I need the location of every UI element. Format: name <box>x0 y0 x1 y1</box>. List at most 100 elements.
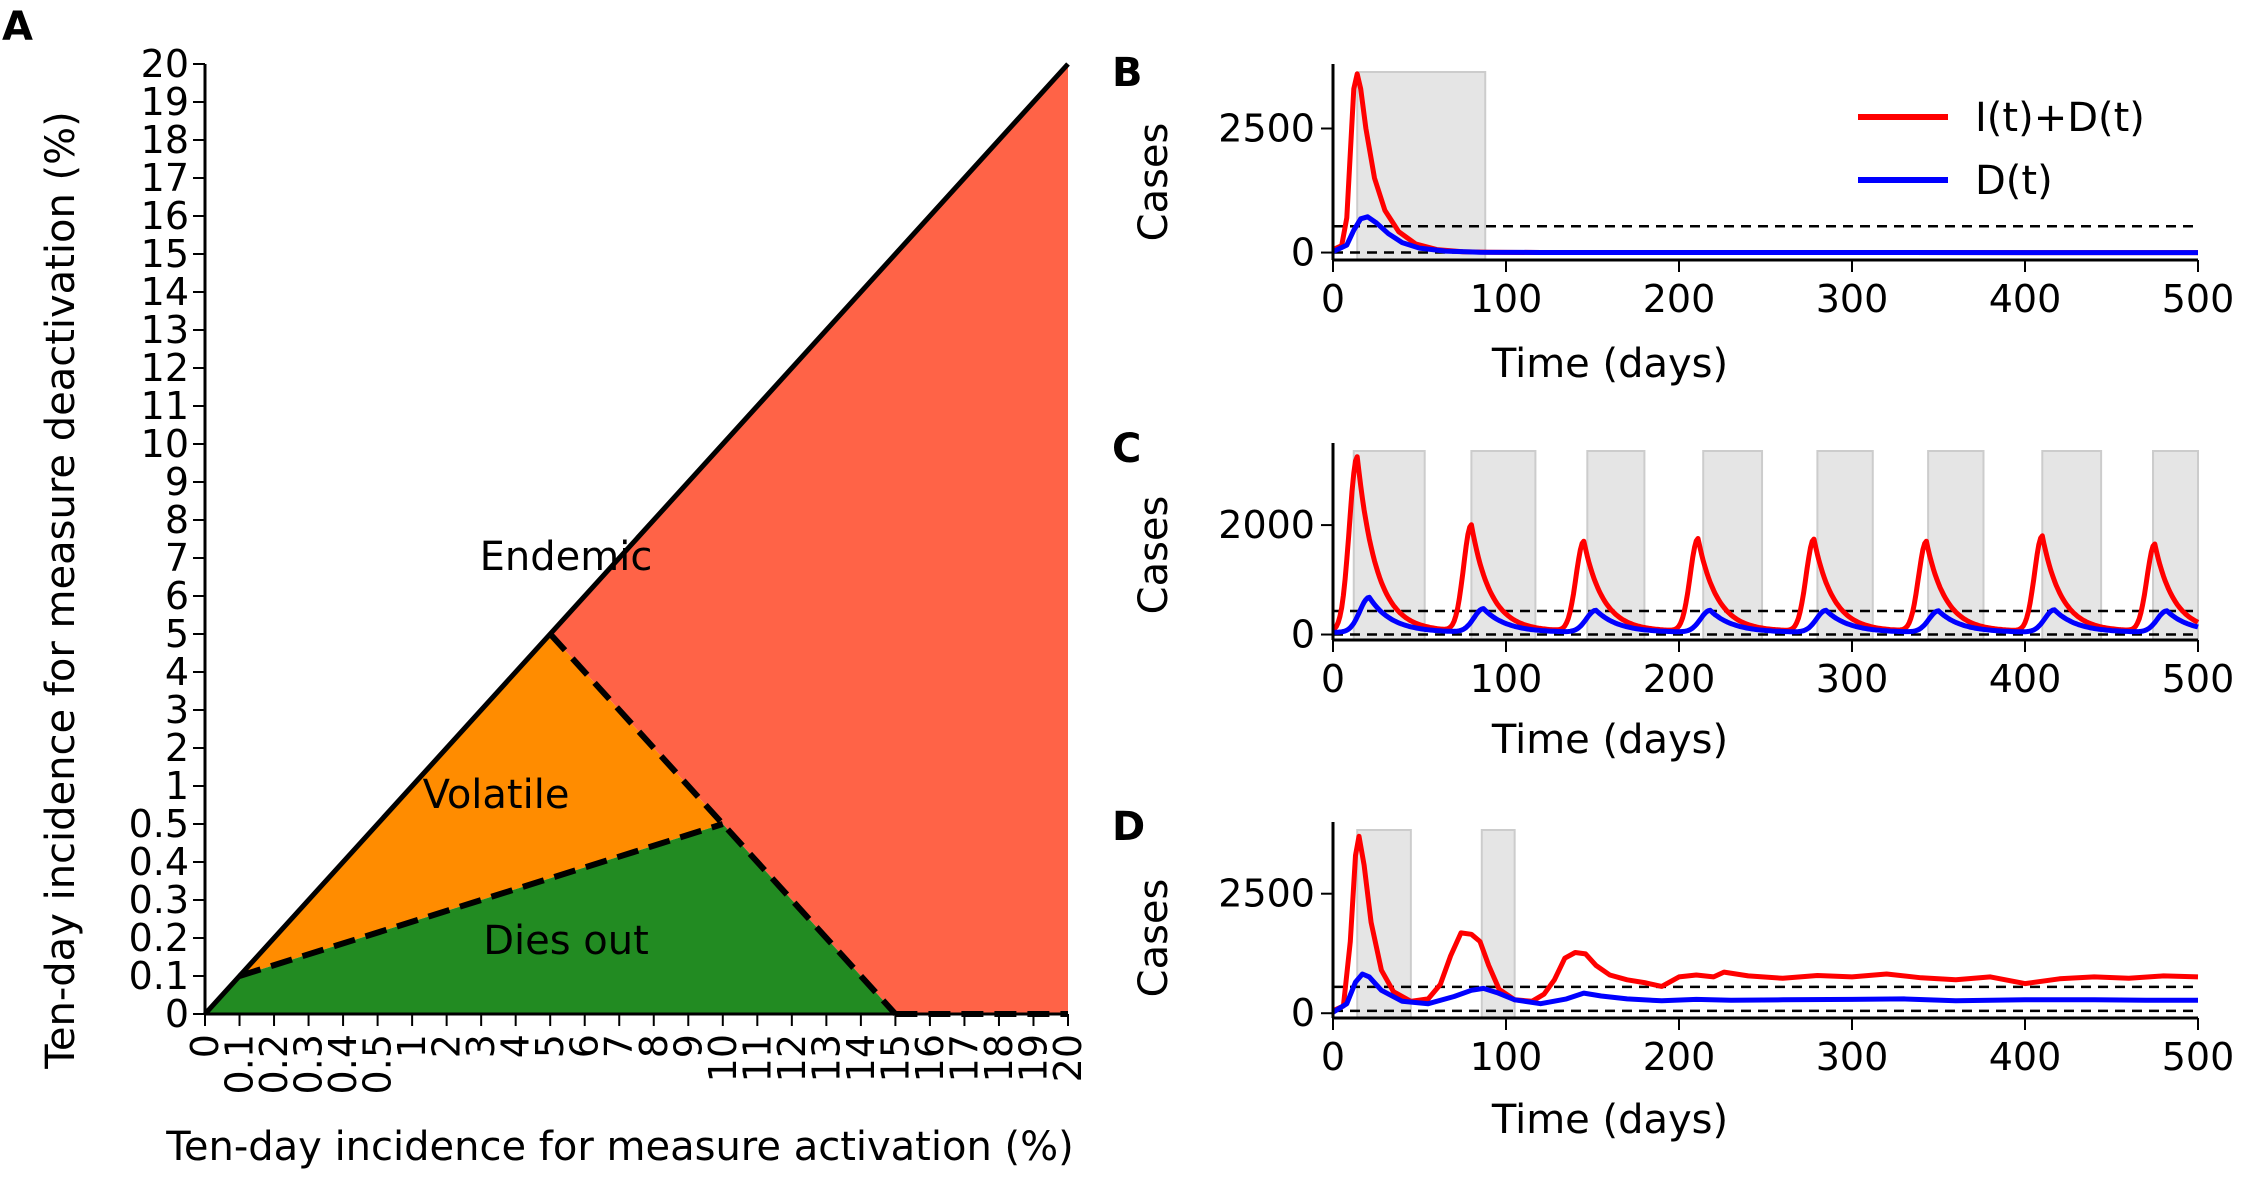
y-axis-label-d: Cases <box>1131 879 1177 998</box>
panel-label-c: C <box>1112 426 1141 472</box>
y-tick-label: 0.4 <box>129 840 189 884</box>
panel-label-b: B <box>1112 50 1143 96</box>
x-tick-label: 14 <box>839 1034 883 1082</box>
region-dies-out <box>205 824 896 1014</box>
intervention-period <box>2152 450 2200 641</box>
y-tick-label: 0.3 <box>129 878 189 922</box>
x-tick-label: 2 <box>425 1034 469 1058</box>
series-line-d <box>1331 971 2198 1015</box>
dashed-boundary-line-1 <box>238 821 724 979</box>
y-tick-label: 0.2 <box>129 916 189 960</box>
x-tick-label: 0 <box>1321 277 1345 321</box>
region-label-endemic: Endemic <box>480 534 653 580</box>
x-tick-label: 400 <box>1989 277 2062 321</box>
y-axis-label-a: Ten-day incidence for measure deactivati… <box>38 111 84 1069</box>
phase-diagram: A 000.10.10.20.20.30.30.40.40.50.5112233… <box>2 4 1090 1170</box>
x-tick-label: 1 <box>390 1034 434 1058</box>
region-endemic <box>550 64 1068 1014</box>
x-tick-label: 10 <box>701 1034 745 1082</box>
intervention-period <box>1702 450 1764 641</box>
panel-label-a: A <box>2 4 33 50</box>
y-axis-label-b: Cases <box>1131 123 1177 242</box>
dashed-boundary-line-2 <box>547 631 898 1017</box>
x-tick-label: 200 <box>1643 277 1716 321</box>
panel-label-d: D <box>1112 804 1145 850</box>
x-tick-label: 500 <box>2162 657 2235 701</box>
time-series-b: 0 100 200 300 400 500 0 2500 B Time (days) Cases <box>1112 50 2234 387</box>
x-tick-label: 500 <box>2162 277 2235 321</box>
x-tick-label: 300 <box>1816 1035 1889 1079</box>
x-tick-label: 0 <box>1321 657 1345 701</box>
intervention-period <box>1352 450 1426 641</box>
y-tick-label: 0.5 <box>129 802 189 846</box>
y-tick-label: 16 <box>141 194 189 238</box>
y-tick-label: 14 <box>141 270 189 314</box>
x-tick-label: 500 <box>2162 1035 2235 1079</box>
x-tick-label: 19 <box>1011 1034 1055 1082</box>
intervention-period <box>1356 71 1487 261</box>
x-tick-label: 0.1 <box>218 1034 262 1094</box>
x-tick-label: 9 <box>666 1034 710 1058</box>
y-tick-label: 6 <box>165 574 189 618</box>
y-tick-label: 13 <box>141 308 189 352</box>
x-tick-label: 400 <box>1989 1035 2062 1079</box>
y-tick-label: 3 <box>165 688 189 732</box>
x-tick-label: 100 <box>1470 1035 1543 1079</box>
x-tick-label: 300 <box>1816 657 1889 701</box>
y-tick-label: 4 <box>165 650 189 694</box>
x-tick-label: 18 <box>977 1034 1021 1082</box>
x-tick-label: 11 <box>735 1034 779 1082</box>
y-tick-label: 0 <box>1291 231 1315 275</box>
y-tick-label: 2500 <box>1218 107 1315 151</box>
x-tick-label: 6 <box>563 1034 607 1058</box>
y-tick-label: 9 <box>165 460 189 504</box>
x-tick-label: 200 <box>1643 657 1716 701</box>
x-tick-label: 15 <box>873 1034 917 1082</box>
y-tick-label: 11 <box>141 384 189 428</box>
y-tick-label: 10 <box>141 422 189 466</box>
x-axis-label-d: Time (days) <box>1491 1097 1728 1143</box>
x-tick-label: 0 <box>183 1034 227 1058</box>
y-tick-label: 8 <box>165 498 189 542</box>
x-tick-label: 12 <box>770 1034 814 1082</box>
series-line-i-plus-d <box>1331 833 2199 1014</box>
y-tick-label: 2 <box>165 726 189 770</box>
x-tick-label: 7 <box>597 1034 641 1058</box>
y-tick-label: 7 <box>165 536 189 580</box>
legend-label-d: D(t) <box>1975 158 2053 204</box>
y-tick-label: 2000 <box>1218 503 1315 547</box>
x-tick-label: 100 <box>1470 657 1543 701</box>
y-tick-label: 20 <box>141 42 189 86</box>
y-tick-label: 1 <box>165 764 189 808</box>
x-tick-label: 0 <box>1321 1035 1345 1079</box>
series-line-d <box>1332 594 2199 635</box>
y-tick-label: 17 <box>141 156 189 200</box>
x-tick-label: 300 <box>1816 277 1889 321</box>
x-tick-label: 400 <box>1989 657 2062 701</box>
x-tick-label: 20 <box>1046 1034 1090 1082</box>
x-tick-label: 100 <box>1470 277 1543 321</box>
x-tick-label: 0.5 <box>356 1034 400 1094</box>
x-tick-label: 3 <box>459 1034 503 1058</box>
x-axis-label-a: Ten-day incidence for measure activation… <box>165 1124 1073 1170</box>
time-series-d: 0 100 200 300 400 500 0 2500 D Time (days) Cases <box>1112 804 2234 1143</box>
y-axis-label-c: Cases <box>1131 496 1177 615</box>
region-label-volatile: Volatile <box>423 772 570 818</box>
series-line-d <box>1331 214 2199 256</box>
x-tick-label: 4 <box>494 1034 538 1058</box>
y-tick-label: 19 <box>141 80 189 124</box>
y-tick-label: 5 <box>165 612 189 656</box>
diagonal-boundary-line <box>203 62 1070 1016</box>
region-volatile <box>239 634 723 976</box>
x-tick-label: 0.4 <box>321 1034 365 1094</box>
x-tick-label: 16 <box>908 1034 952 1082</box>
legend: I(t)+D(t) D(t) <box>1858 95 2145 204</box>
x-tick-label: 13 <box>804 1034 848 1082</box>
x-tick-label: 8 <box>632 1034 676 1058</box>
x-tick-label: 200 <box>1643 1035 1716 1079</box>
x-tick-label: 5 <box>528 1034 572 1058</box>
y-tick-label: 0 <box>1291 991 1315 1035</box>
y-tick-label: 2500 <box>1218 872 1315 916</box>
y-tick-label: 12 <box>141 346 189 390</box>
